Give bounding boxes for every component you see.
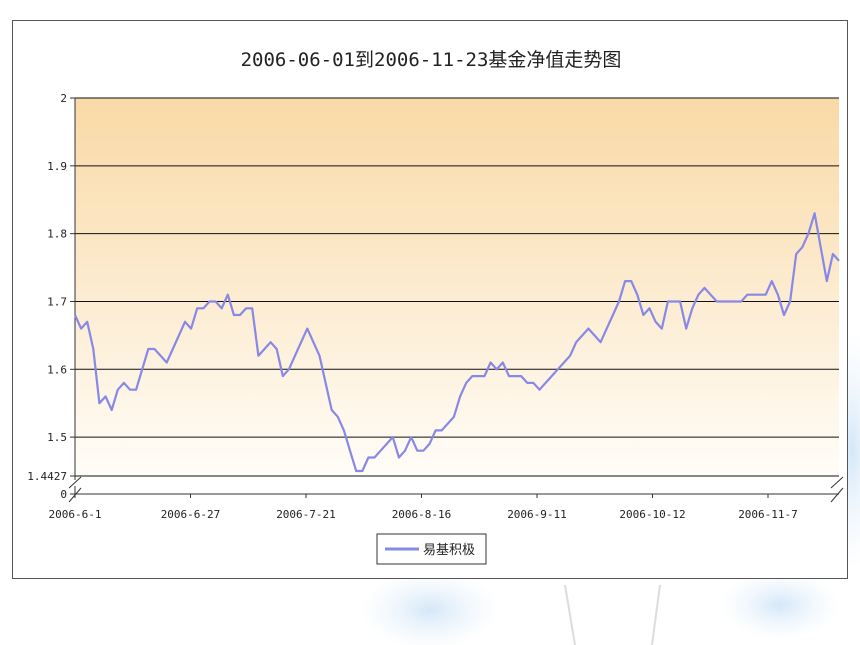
x-tick-label: 2006-10-12 [619,508,685,521]
plot-area [75,98,839,476]
y-tick-label: 1.7 [47,295,67,308]
axis-break-marker-right-zero [830,487,844,503]
x-tick-label: 2006-8-16 [392,508,452,521]
y-tick-label: 1.9 [47,160,67,173]
axis-break-marker-left [68,476,82,489]
flower-decor-1 [360,570,500,645]
stem-decor-2 [651,584,661,645]
y-tick-label: 1.5 [47,431,67,444]
x-tick-label: 2006-9-11 [507,508,567,521]
y-tick-label: 2 [60,92,67,105]
legend-label: 易基积极 [423,543,475,558]
line-chart: 2006-06-01到2006-11-23基金净值走势图 0 1.4427 1.5 1… [27,49,844,565]
series-line [73,212,840,473]
x-tick-label: 2006-6-27 [161,508,221,521]
x-tick-label: 2006-11-7 [738,508,798,521]
chart-panel: 2006-06-01到2006-11-23基金净值走势图 0 1.4427 1.5 1… [12,20,848,579]
y-tick-label: 1.8 [47,228,67,241]
y-tick-label: 0 [60,488,67,501]
chart-title: 2006-06-01到2006-11-23基金净值走势图 [241,49,622,71]
stem-decor-1 [564,584,576,645]
flower-decor-2 [720,570,840,640]
legend[interactable]: 易基积极 [376,533,487,565]
axis-break-marker-right [830,476,844,489]
y-tick-label: 1.4427 [27,470,67,483]
x-tick-label: 2006-7-21 [276,508,336,521]
x-tick-label: 2006-6-1 [49,508,102,521]
y-tick-label: 1.6 [47,363,67,376]
